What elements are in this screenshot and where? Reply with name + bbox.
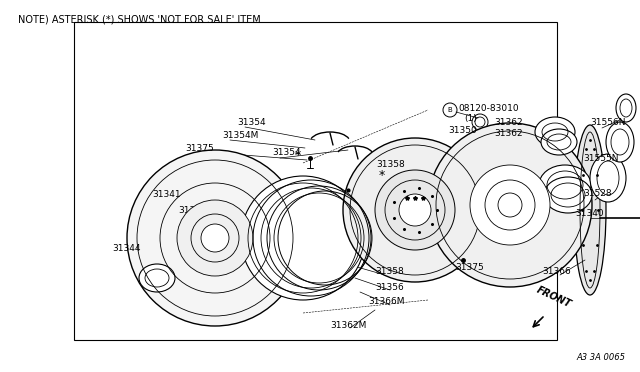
Ellipse shape	[241, 176, 365, 300]
Circle shape	[353, 206, 361, 214]
Circle shape	[538, 147, 545, 154]
Ellipse shape	[574, 125, 606, 295]
Ellipse shape	[544, 177, 592, 213]
Text: 31358: 31358	[375, 267, 404, 276]
Ellipse shape	[616, 94, 636, 122]
Circle shape	[538, 256, 545, 263]
Ellipse shape	[539, 165, 591, 205]
Circle shape	[179, 178, 186, 186]
Circle shape	[475, 147, 482, 154]
Text: *: *	[379, 169, 385, 182]
Circle shape	[469, 206, 477, 214]
Circle shape	[444, 202, 451, 208]
Circle shape	[570, 202, 577, 208]
Ellipse shape	[535, 117, 575, 147]
Circle shape	[179, 290, 186, 298]
Ellipse shape	[606, 122, 634, 162]
Text: 31361: 31361	[494, 167, 523, 176]
Ellipse shape	[498, 193, 522, 217]
Circle shape	[561, 233, 568, 240]
Text: 31362: 31362	[494, 128, 523, 138]
Circle shape	[411, 148, 419, 156]
Circle shape	[561, 170, 568, 177]
Ellipse shape	[428, 123, 592, 287]
Text: 31354M: 31354M	[222, 131, 259, 140]
Text: *: *	[295, 148, 301, 161]
Text: B: B	[447, 107, 452, 113]
Circle shape	[411, 264, 419, 272]
Text: 31354: 31354	[237, 118, 266, 126]
Circle shape	[452, 233, 459, 240]
Ellipse shape	[127, 150, 303, 326]
Ellipse shape	[375, 170, 455, 250]
Text: 31364: 31364	[185, 218, 214, 227]
Text: A3 3A 0065: A3 3A 0065	[576, 353, 625, 362]
Circle shape	[472, 114, 488, 130]
Text: 31362M: 31362M	[330, 321, 366, 330]
Text: 31354: 31354	[272, 148, 301, 157]
Text: FRONT: FRONT	[535, 285, 573, 310]
Text: 31366: 31366	[542, 267, 571, 276]
Text: 31340: 31340	[575, 208, 604, 218]
Text: 31366M: 31366M	[368, 298, 404, 307]
Ellipse shape	[343, 138, 487, 282]
Ellipse shape	[399, 194, 431, 226]
Ellipse shape	[470, 165, 550, 245]
Text: 08120-83010: 08120-83010	[458, 103, 518, 112]
Text: 31350: 31350	[448, 125, 477, 135]
Circle shape	[146, 234, 154, 242]
Text: 31555N: 31555N	[583, 154, 618, 163]
Ellipse shape	[590, 154, 626, 202]
Text: 31356: 31356	[375, 282, 404, 292]
Text: 31556N: 31556N	[590, 118, 625, 126]
Ellipse shape	[201, 224, 229, 252]
Ellipse shape	[177, 200, 253, 276]
Text: 31358: 31358	[376, 160, 404, 169]
Text: NOTE) ASTERISK (*) SHOWS 'NOT FOR SALE' ITEM.: NOTE) ASTERISK (*) SHOWS 'NOT FOR SALE' …	[18, 14, 264, 24]
Text: 31361: 31361	[494, 179, 523, 187]
Circle shape	[243, 178, 252, 186]
Ellipse shape	[139, 264, 175, 292]
Circle shape	[243, 290, 252, 298]
Circle shape	[452, 170, 459, 177]
Text: 31344: 31344	[112, 244, 141, 253]
Ellipse shape	[541, 129, 577, 155]
Text: 31365P: 31365P	[178, 205, 212, 215]
Circle shape	[475, 256, 482, 263]
Bar	[74, 22, 557, 340]
Circle shape	[276, 234, 284, 242]
Circle shape	[506, 138, 513, 145]
Text: 31375: 31375	[455, 263, 484, 273]
Text: 31528: 31528	[583, 189, 612, 198]
Circle shape	[506, 264, 513, 272]
Text: 31362: 31362	[494, 118, 523, 126]
Text: 31375: 31375	[185, 144, 214, 153]
Text: 31341: 31341	[152, 189, 180, 199]
Text: (1): (1)	[464, 113, 477, 122]
